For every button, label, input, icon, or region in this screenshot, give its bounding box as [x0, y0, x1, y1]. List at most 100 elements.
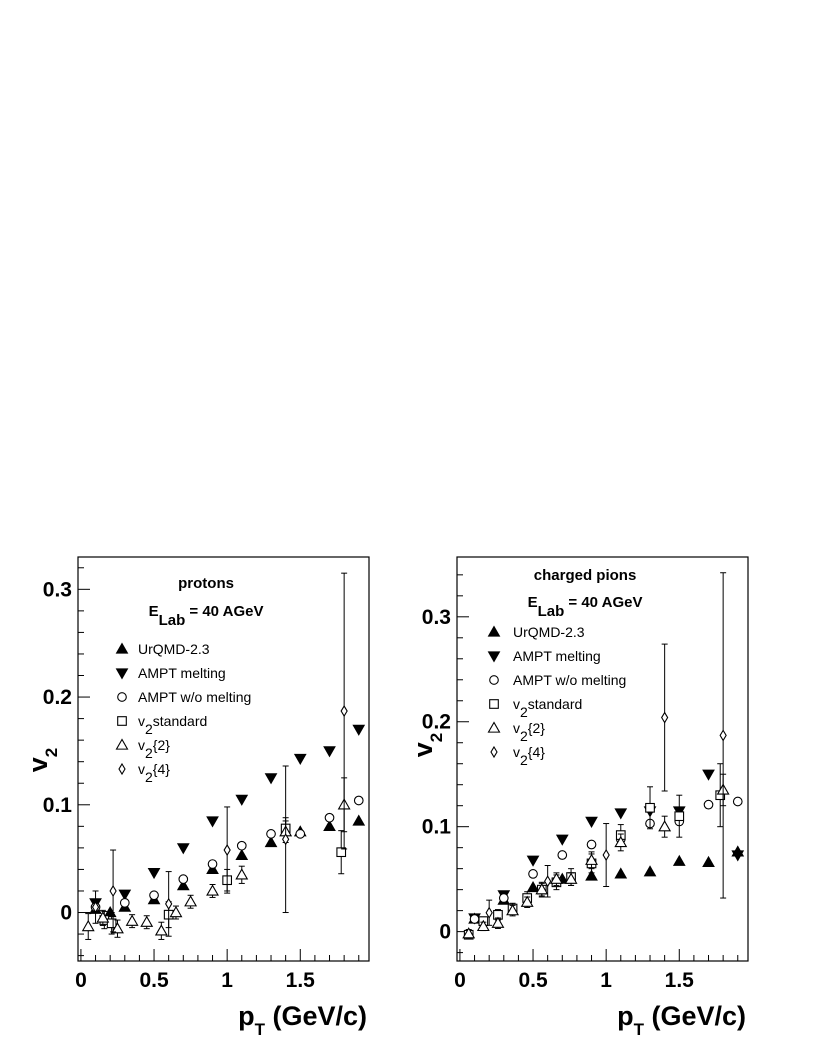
- data-point: [555, 834, 569, 846]
- data-point: [491, 916, 505, 928]
- series-triangle-up-open: [81, 777, 351, 940]
- panel-subtitle: ELab = 40 AGeV: [528, 594, 643, 620]
- legend-marker: [487, 651, 501, 663]
- data-point: [585, 869, 598, 881]
- data-point: [585, 853, 598, 865]
- legend-label: v2{4}: [513, 744, 545, 768]
- legend-label: v2{2}: [513, 720, 545, 744]
- legend-label: AMPT melting: [513, 648, 601, 664]
- x-tick-label: 0: [454, 969, 466, 992]
- data-point: [549, 872, 563, 884]
- chart-panel-charged-pions: 0 0.5 1 1.5 0 0.1 0.2 0.3 pT (GeV/c) v2 charged pi…: [408, 556, 749, 1039]
- y-tick-label: 0.1: [422, 816, 452, 839]
- x-tick-label: 0: [75, 969, 87, 992]
- y-tick-label: 0.3: [43, 578, 72, 601]
- x-tick-label: 1: [221, 969, 233, 992]
- data-point: [264, 835, 278, 848]
- data-point: [81, 919, 95, 932]
- legend-label: UrQMD-2.3: [513, 624, 585, 640]
- legend-label: v2standard: [513, 696, 582, 720]
- legend-label: v2standard: [138, 713, 207, 737]
- data-point: [223, 843, 231, 857]
- data-point: [169, 905, 183, 918]
- y-tick-label: 0.2: [43, 686, 72, 709]
- data-point: [353, 795, 364, 806]
- data-point: [236, 840, 247, 851]
- data-point: [96, 911, 110, 923]
- legend-marker: [115, 642, 129, 654]
- data-point: [585, 816, 598, 828]
- data-point: [564, 872, 578, 884]
- data-point: [498, 893, 509, 903]
- data-point: [295, 829, 306, 839]
- data-point: [703, 799, 714, 810]
- data-point: [147, 868, 161, 880]
- y-tick-label: 0.1: [43, 794, 73, 817]
- legend-marker: [490, 745, 498, 759]
- data-point: [207, 859, 218, 869]
- data-point: [206, 884, 219, 896]
- series-diamond-open: [485, 572, 727, 926]
- data-point: [476, 919, 490, 932]
- data-point: [118, 889, 132, 901]
- data-point: [469, 914, 480, 924]
- x-tick-label: 1: [600, 969, 612, 992]
- data-point: [323, 746, 336, 758]
- y-axis-title: v2: [408, 733, 446, 758]
- x-axis-title: pT (GeV/c): [238, 1001, 367, 1039]
- y-axis-title: v2: [23, 748, 61, 773]
- x-tick-label: 1.5: [286, 969, 316, 992]
- data-point: [106, 918, 117, 929]
- data-point: [674, 811, 685, 822]
- data-point: [140, 915, 154, 927]
- series-diamond-open: [91, 572, 348, 937]
- y-tick-label: 0: [439, 921, 451, 944]
- data-point: [352, 724, 366, 736]
- data-point: [176, 879, 190, 891]
- data-point: [658, 820, 672, 832]
- legend-label: v2{4}: [138, 761, 170, 785]
- data-point: [602, 848, 610, 862]
- data-point: [340, 704, 348, 718]
- data-point: [520, 895, 534, 907]
- data-point: [336, 847, 347, 858]
- data-point: [526, 855, 540, 867]
- data-point: [165, 897, 173, 910]
- data-point: [614, 835, 628, 848]
- data-point: [109, 884, 117, 898]
- data-point: [586, 839, 597, 850]
- data-point: [732, 796, 743, 807]
- data-point: [643, 865, 657, 877]
- legend-marker: [115, 738, 129, 750]
- data-point: [557, 850, 568, 860]
- data-point: [731, 850, 745, 862]
- data-point: [661, 711, 669, 724]
- plot-frame: [456, 556, 749, 962]
- data-point: [485, 906, 493, 919]
- data-point: [235, 868, 249, 880]
- data-point: [206, 816, 219, 828]
- series-square-open: [99, 817, 347, 935]
- data-point: [154, 924, 168, 936]
- x-tick-label: 0.5: [518, 969, 548, 992]
- data-point: [506, 904, 520, 916]
- legend-marker: [487, 625, 501, 637]
- data-point: [535, 883, 549, 895]
- panel-title: protons: [178, 575, 234, 592]
- data-point: [672, 854, 686, 866]
- data-point: [352, 814, 366, 826]
- data-point: [528, 869, 538, 879]
- data-point: [178, 874, 189, 884]
- data-point: [526, 881, 540, 893]
- data-point: [702, 855, 715, 867]
- legend-label: AMPT w/o melting: [513, 672, 626, 688]
- data-point: [324, 812, 335, 823]
- legend-marker: [118, 762, 126, 776]
- data-point: [184, 895, 198, 907]
- series-triangle-up-open: [462, 773, 730, 939]
- data-point: [282, 833, 290, 846]
- panel-subtitle: ELab = 40 AGeV: [149, 603, 264, 629]
- legend-marker: [489, 699, 499, 709]
- data-point: [264, 773, 278, 785]
